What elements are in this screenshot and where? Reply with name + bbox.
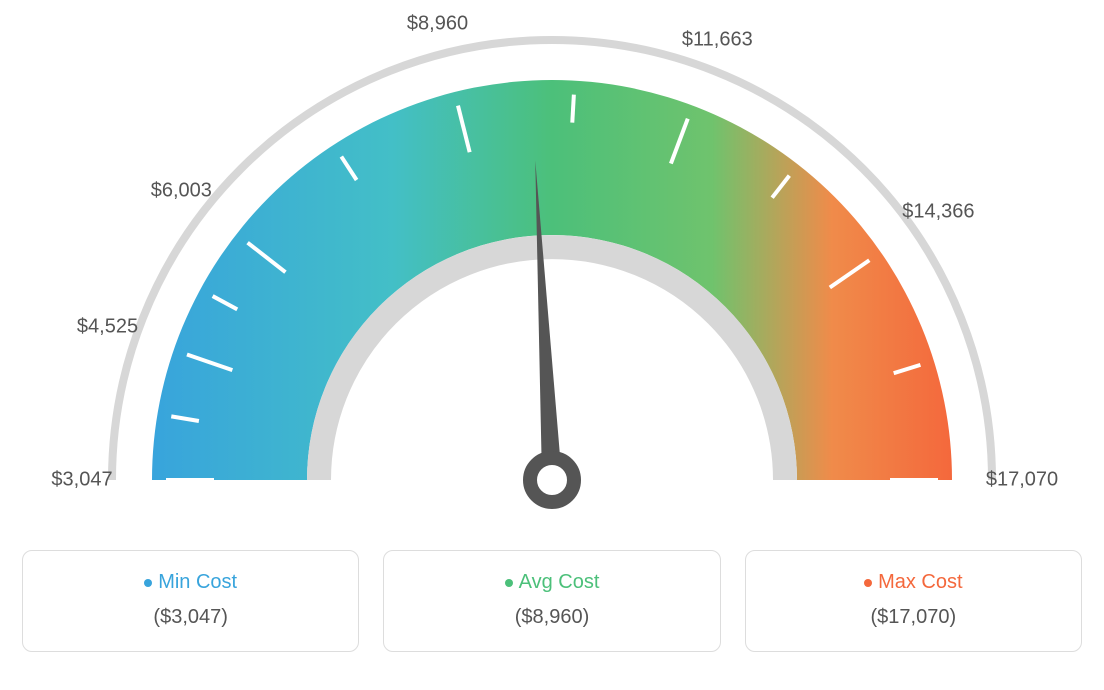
gauge-tick-label: $17,070	[986, 469, 1058, 492]
gauge-tick-label: $6,003	[151, 180, 212, 203]
legend-row: Min Cost ($3,047) Avg Cost ($8,960) Max Cost…	[22, 550, 1082, 652]
legend-card-value: ($17,070)	[756, 606, 1071, 629]
gauge-tick-label: $8,960	[407, 13, 468, 36]
legend-dot	[864, 579, 872, 587]
gauge-tick-label: $4,525	[77, 316, 138, 339]
legend-dot	[505, 579, 513, 587]
legend-card-value: ($8,960)	[394, 606, 709, 629]
legend-card-title: Avg Cost	[394, 571, 709, 594]
legend-card: Min Cost ($3,047)	[22, 550, 359, 652]
gauge-needle-hub	[530, 458, 574, 502]
legend-title-text: Avg Cost	[519, 571, 600, 593]
legend-title-text: Min Cost	[158, 571, 237, 593]
gauge-chart: $3,047$4,525$6,003$8,960$11,663$14,366$1…	[22, 20, 1082, 520]
legend-card-title: Min Cost	[33, 571, 348, 594]
gauge-tick-label: $14,366	[902, 201, 974, 224]
legend-card-value: ($3,047)	[33, 606, 348, 629]
gauge-tick-label: $11,663	[682, 29, 753, 52]
gauge-svg	[22, 20, 1082, 520]
legend-title-text: Max Cost	[878, 571, 962, 593]
legend-dot	[144, 579, 152, 587]
legend-card-title: Max Cost	[756, 571, 1071, 594]
gauge-minor-tick	[572, 95, 574, 123]
legend-card: Avg Cost ($8,960)	[383, 550, 720, 652]
gauge-tick-label: $3,047	[51, 469, 112, 492]
legend-card: Max Cost ($17,070)	[745, 550, 1082, 652]
